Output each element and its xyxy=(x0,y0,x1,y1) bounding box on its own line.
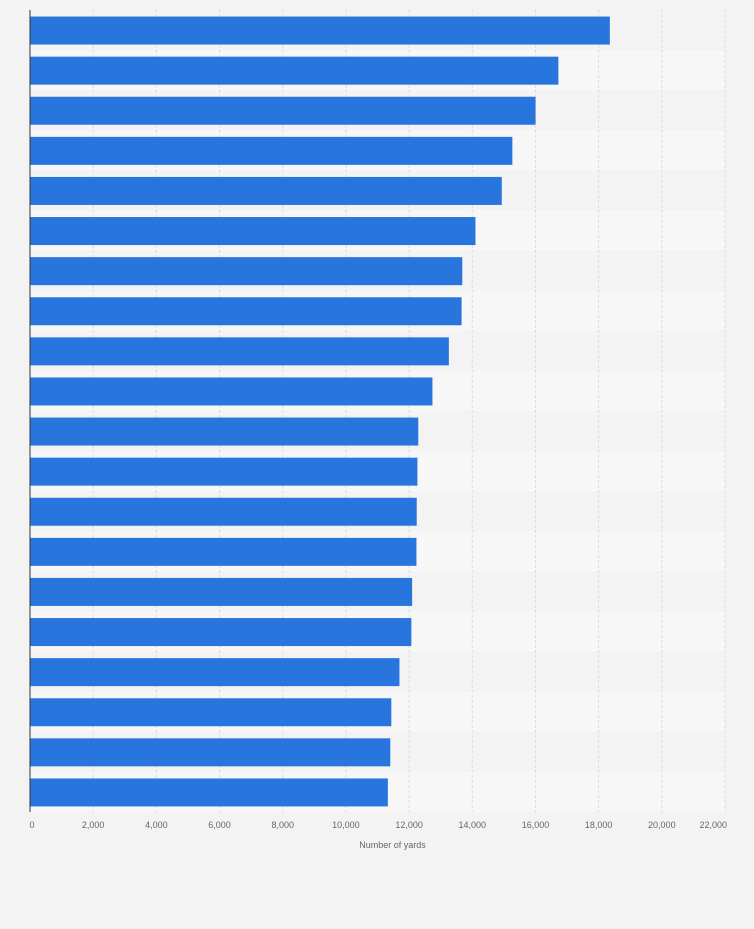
gridlines xyxy=(92,10,726,812)
x-axis-ticks: 0 2,000 4,000 6,000 8,000 10,000 12,000 14,000 1… xyxy=(29,820,727,830)
bar xyxy=(30,217,476,246)
bar xyxy=(30,96,536,125)
x-tick-label: 0 xyxy=(29,820,34,830)
bar xyxy=(30,16,610,45)
x-tick-label: 10,000 xyxy=(332,820,360,830)
bar xyxy=(30,136,513,165)
bar xyxy=(30,537,417,566)
x-tick-label: 22,000 xyxy=(699,820,727,830)
bar-series xyxy=(30,16,610,807)
bar xyxy=(30,618,412,647)
x-tick-label: 20,000 xyxy=(648,820,676,830)
x-tick-label: 2,000 xyxy=(82,820,105,830)
bar xyxy=(30,417,419,446)
bar xyxy=(30,297,462,326)
x-tick-label: 4,000 xyxy=(145,820,168,830)
x-tick-label: 12,000 xyxy=(395,820,423,830)
x-axis-title: Number of yards xyxy=(359,840,426,850)
bar xyxy=(30,497,417,526)
x-tick-label: 16,000 xyxy=(522,820,550,830)
bar xyxy=(30,176,502,205)
x-tick-label: 8,000 xyxy=(271,820,294,830)
row-bands xyxy=(30,10,725,812)
bar xyxy=(30,658,400,687)
x-tick-label: 18,000 xyxy=(585,820,613,830)
x-tick-label: 6,000 xyxy=(208,820,231,830)
bar xyxy=(30,698,392,727)
bar xyxy=(30,457,418,486)
bar xyxy=(30,337,449,366)
bar xyxy=(30,257,463,286)
bar xyxy=(30,738,391,767)
x-tick-label: 14,000 xyxy=(459,820,487,830)
bar xyxy=(30,778,388,807)
bar xyxy=(30,377,433,406)
bar xyxy=(30,577,413,606)
bar xyxy=(30,56,559,85)
